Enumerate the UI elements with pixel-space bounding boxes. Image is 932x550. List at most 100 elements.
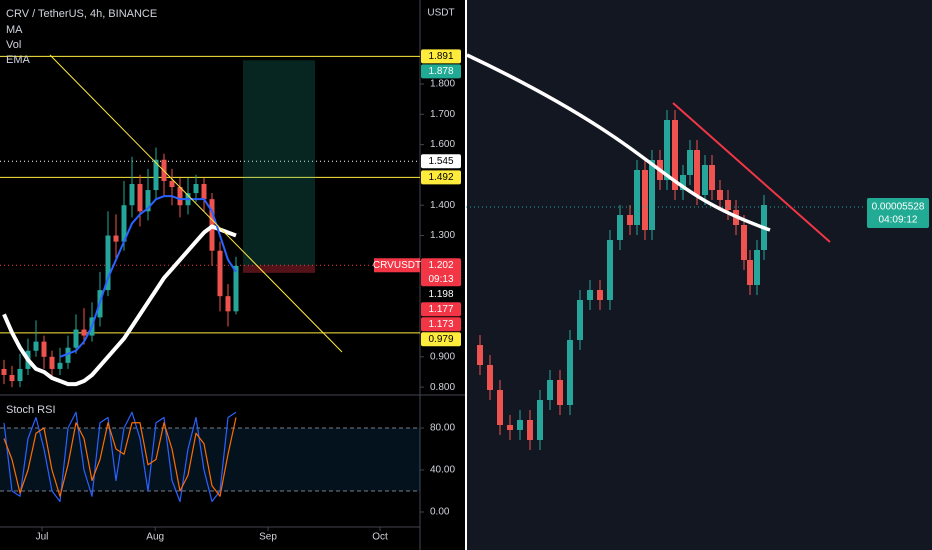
symbol-tag-label: CRVUSDT	[373, 260, 421, 271]
stoch-band	[0, 428, 420, 491]
candle-body	[9, 374, 15, 382]
price-tag-label: 1.173	[428, 319, 453, 330]
decor-candle	[577, 300, 583, 340]
price-tag-label: 1.545	[428, 156, 453, 167]
candle-body	[17, 368, 23, 382]
decor-candle	[527, 420, 533, 440]
decor-candle	[557, 380, 563, 405]
decor-candle	[687, 150, 693, 175]
candle-body	[105, 235, 111, 291]
y-tick-label: 1.400	[430, 200, 455, 211]
indicator-line	[2, 224, 237, 387]
price-tag	[421, 302, 461, 317]
countdown: 04:09:12	[879, 215, 918, 226]
candle-body	[217, 250, 223, 297]
candle-body	[177, 187, 183, 206]
decor-candle	[587, 290, 593, 300]
indicator-label: MA	[6, 24, 23, 36]
candle-body	[113, 235, 119, 242]
decor-candle	[741, 225, 747, 260]
x-tick-label: Oct	[372, 532, 388, 543]
price-tag-label: 1.198	[428, 289, 453, 300]
price-tag	[421, 64, 461, 79]
price-tag	[421, 258, 461, 287]
candle-body	[201, 184, 207, 200]
candle-body	[33, 341, 39, 351]
right-chart	[477, 110, 767, 450]
position-loss-zone	[243, 265, 315, 273]
decor-candle	[487, 365, 493, 390]
decor-candle	[634, 170, 640, 225]
x-tick-label: Aug	[146, 532, 164, 543]
x-tick-label: Jul	[36, 532, 49, 543]
y-tick-label: 1.800	[430, 79, 455, 90]
candle-body	[57, 362, 63, 369]
countdown: 09:13	[428, 274, 453, 285]
decor-candle	[702, 165, 708, 195]
decor-candle	[517, 420, 523, 430]
y-tick-label: 40.00	[430, 465, 455, 476]
candle-body	[41, 341, 47, 357]
decor-candle	[547, 380, 553, 400]
price-pane	[0, 55, 420, 388]
y-tick-label: 0.00	[430, 507, 450, 518]
decor-candle	[497, 390, 503, 425]
price-tag-label: 0.00005528	[872, 202, 925, 213]
axis-unit: USDT	[427, 8, 454, 19]
price-tag	[421, 170, 461, 185]
candle-body	[153, 159, 159, 191]
trend-line	[672, 102, 831, 243]
y-tick-label: 1.300	[430, 230, 455, 241]
candle-body	[49, 356, 55, 369]
symbol-tag	[374, 258, 420, 273]
candle-body	[65, 347, 71, 363]
decor-candle	[507, 425, 513, 430]
left-panel	[0, 0, 466, 550]
candle-body	[169, 180, 175, 188]
indicator-label: Vol	[6, 39, 21, 51]
price-tag-label: 1.202	[428, 260, 453, 271]
position-profit-zone	[243, 60, 315, 266]
price-tag-label: 1.878	[428, 66, 453, 77]
price-tag	[421, 317, 461, 332]
decor-candle	[680, 175, 686, 190]
indicator-title: Stoch RSI	[6, 404, 56, 416]
moving-average	[466, 53, 771, 232]
decor-candle	[537, 400, 543, 440]
decor-candle	[642, 170, 648, 230]
decor-candle	[477, 345, 483, 365]
symbol-title: CRV / TetherUS, 4h, BINANCE	[6, 8, 157, 20]
candle-body	[193, 184, 199, 194]
y-tick-label: 80.00	[430, 423, 455, 434]
decor-candle	[597, 290, 603, 300]
trend-line	[49, 54, 343, 353]
indicator-line	[59, 195, 237, 358]
candle-body	[129, 184, 135, 206]
candle-body	[225, 296, 231, 312]
stoch-line	[3, 417, 237, 497]
y-tick-label: 0.800	[430, 382, 455, 393]
price-tag-label: 1.891	[428, 51, 453, 62]
x-tick-label: Sep	[259, 532, 277, 543]
price-tag	[421, 332, 461, 347]
candle-body	[121, 205, 127, 242]
candle-body	[73, 329, 79, 348]
decor-candle	[567, 340, 573, 405]
decor-candle	[664, 120, 670, 180]
decor-candle	[754, 250, 760, 285]
decor-candle	[709, 165, 715, 190]
price-tag-label: 1.492	[428, 172, 453, 183]
y-tick-label: 1.600	[430, 139, 455, 150]
decor-candle	[607, 240, 613, 300]
decor-candle	[649, 160, 655, 230]
decor-candle	[725, 200, 731, 210]
y-tick-label: 1.700	[430, 109, 455, 120]
decor-candle	[717, 190, 723, 200]
price-tag	[421, 154, 461, 169]
candle-body	[1, 368, 7, 375]
indicator-label: EMA	[6, 54, 31, 66]
decor-candle	[747, 260, 753, 285]
stoch-line	[3, 411, 237, 503]
price-tag-label: 0.979	[428, 334, 453, 345]
